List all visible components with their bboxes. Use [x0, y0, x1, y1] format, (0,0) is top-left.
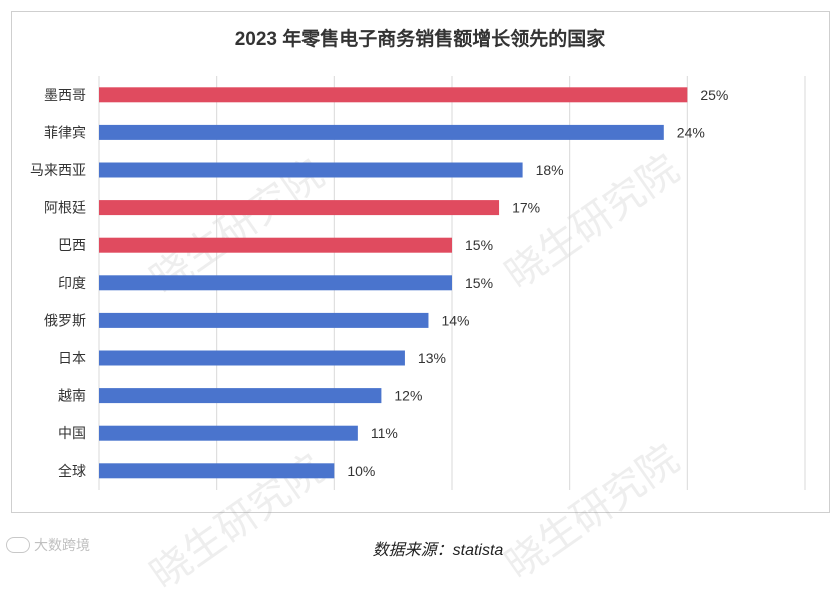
logo-text: 大数跨境	[34, 537, 90, 553]
bar-chart: 墨西哥 25% 菲律宾 24% 马来西亚 18% 阿根廷 17% 巴西 15% 印度 15% 俄罗斯 14…	[30, 76, 806, 490]
category-label: 印度	[58, 276, 86, 292]
logo: 大数跨境	[6, 535, 90, 555]
bar	[99, 275, 452, 291]
category-label: 全球	[58, 463, 86, 480]
data-label: 24%	[677, 124, 705, 140]
chart-title: 2023 年零售电子商务销售额增长领先的国家	[234, 29, 606, 50]
category-label: 阿根廷	[44, 201, 86, 217]
source-note: 数据来源：statista	[372, 542, 504, 559]
category-label: 墨西哥	[44, 88, 86, 104]
bar	[99, 388, 382, 404]
data-label: 18%	[536, 162, 564, 178]
data-label: 10%	[347, 463, 375, 479]
bar	[99, 237, 452, 253]
category-label: 巴西	[58, 238, 86, 254]
bar	[99, 425, 358, 441]
data-label: 17%	[512, 200, 540, 216]
bar	[99, 463, 335, 479]
bar	[99, 162, 523, 178]
bar	[99, 312, 429, 328]
category-label: 俄罗斯	[44, 313, 86, 329]
logo-icon	[6, 537, 30, 553]
bar	[99, 124, 664, 140]
bar	[99, 200, 500, 216]
category-label: 日本	[58, 351, 86, 367]
data-label: 13%	[418, 350, 446, 366]
category-label: 菲律宾	[44, 125, 86, 141]
category-label: 马来西亚	[30, 163, 86, 179]
category-label: 越南	[58, 389, 86, 405]
bar	[99, 350, 405, 366]
bar	[99, 87, 688, 103]
data-label: 14%	[441, 312, 469, 328]
data-label: 15%	[465, 275, 493, 291]
data-label: 11%	[371, 425, 398, 441]
category-label: 中国	[58, 426, 86, 442]
data-label: 25%	[700, 87, 728, 103]
data-label: 12%	[394, 388, 422, 404]
data-label: 15%	[465, 237, 493, 253]
